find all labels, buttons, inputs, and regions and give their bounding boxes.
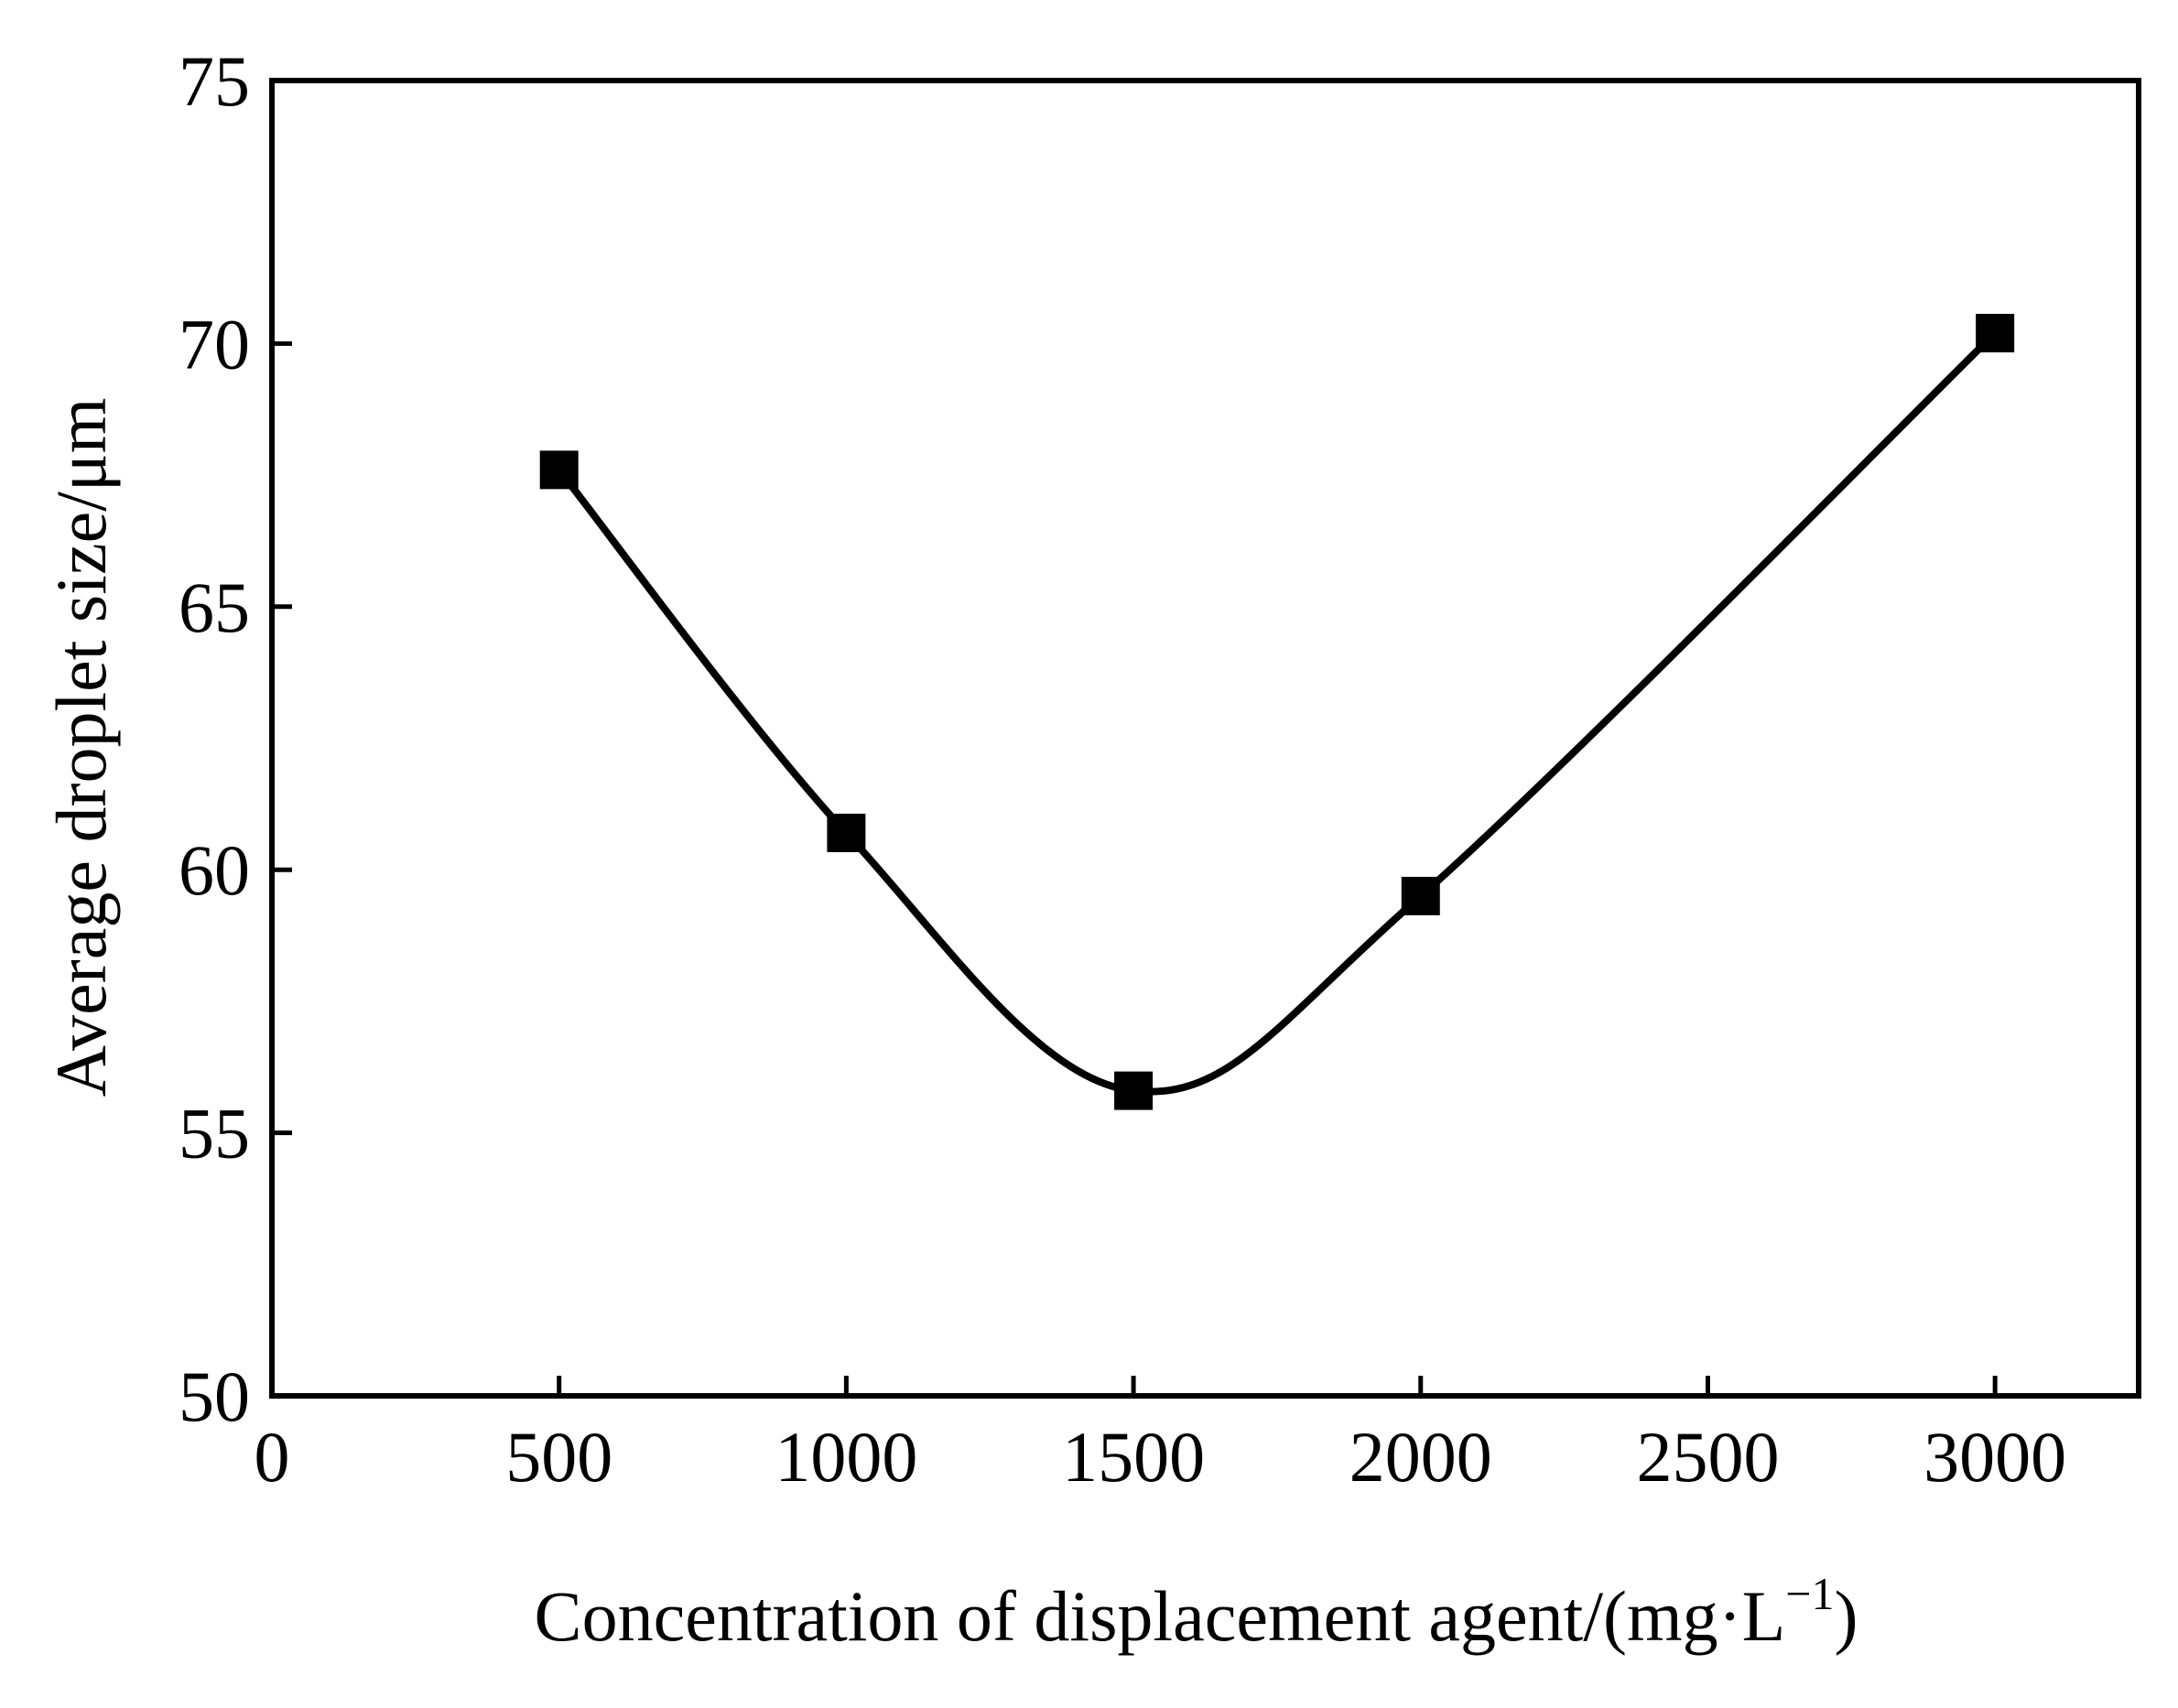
x-axis-label-close: ) bbox=[1834, 1576, 1858, 1656]
plot-frame bbox=[269, 78, 2141, 1399]
data-point-3000 bbox=[1976, 313, 2015, 352]
y-tick-label-75: 75 bbox=[179, 41, 250, 121]
x-axis-label: Concentration of displacement agent/(mg·… bbox=[535, 1568, 1858, 1656]
data-point-2000 bbox=[1401, 876, 1440, 915]
x-tick-label-1000: 1000 bbox=[775, 1417, 917, 1497]
y-tick-label-65: 65 bbox=[179, 568, 250, 647]
data-point-1500 bbox=[1114, 1071, 1154, 1110]
tick-marks bbox=[269, 78, 1998, 1399]
x-tick-label-500: 500 bbox=[505, 1417, 612, 1497]
series-line bbox=[555, 329, 1999, 1096]
x-axis-label-main: Concentration of displacement agent/(mg·… bbox=[535, 1576, 1786, 1656]
x-tick-label-3000: 3000 bbox=[1923, 1417, 2066, 1497]
y-tick-label-55: 55 bbox=[179, 1094, 250, 1173]
data-point-1000 bbox=[827, 813, 866, 852]
x-tick-label-1500: 1500 bbox=[1062, 1417, 1205, 1497]
x-tick-label-0: 0 bbox=[255, 1417, 290, 1497]
y-axis-label: Average droplet size/μm bbox=[41, 398, 121, 1097]
tick-labels: 0 500 1000 1500 2000 2500 3000 50 55 60 65 70 75 bbox=[179, 41, 2066, 1497]
x-axis-label-superscript: −1 bbox=[1785, 1568, 1834, 1619]
x-tick-label-2000: 2000 bbox=[1349, 1417, 1492, 1497]
x-tick-label-2500: 2500 bbox=[1636, 1417, 1779, 1497]
y-tick-label-50: 50 bbox=[179, 1357, 250, 1436]
data-point-500 bbox=[539, 450, 579, 490]
y-tick-label-70: 70 bbox=[179, 304, 250, 384]
y-tick-label-60: 60 bbox=[179, 830, 250, 910]
data-markers bbox=[539, 313, 2015, 1110]
